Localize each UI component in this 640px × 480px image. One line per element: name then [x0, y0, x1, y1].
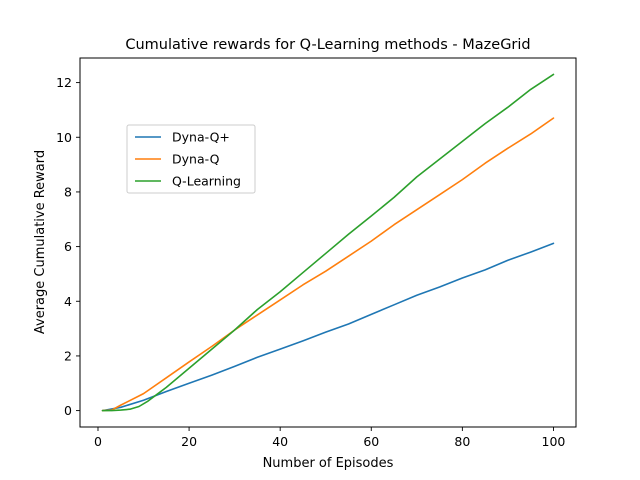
plot-frame: [79, 57, 577, 428]
legend-label: Dyna-Q+: [172, 130, 230, 145]
y-axis-label: Average Cumulative Reward: [33, 150, 48, 334]
x-tick-label: 20: [181, 434, 197, 449]
x-tick-label: 40: [272, 434, 288, 449]
legend-box: [126, 124, 256, 194]
x-tick-label: 0: [94, 434, 102, 449]
y-tick-label: 0: [64, 403, 72, 418]
series-line-dyna-q: [101, 117, 555, 412]
series-group: [101, 73, 555, 412]
y-tick-label: 4: [64, 294, 72, 309]
chart-title: Cumulative rewards for Q-Learning method…: [125, 37, 530, 53]
x-tick-label: 100: [542, 434, 566, 449]
y-tick-label: 12: [56, 75, 72, 90]
y-tick-label: 6: [64, 239, 72, 254]
series-line-q-learning: [101, 73, 555, 412]
legend-label: Q-Learning: [172, 174, 241, 189]
x-tick-label: 60: [363, 434, 379, 449]
series-line-dyna-qplus: [101, 242, 555, 412]
y-tick-label: 8: [64, 184, 72, 199]
y-tick-label: 10: [56, 130, 72, 145]
axis-ticks: 0 20 40 60 80 100 0 2 4 6 8 10 12: [56, 75, 565, 449]
legend-label: Dyna-Q: [172, 152, 220, 167]
x-axis-label: Number of Episodes: [263, 456, 394, 471]
legend: Dyna-Q+ Dyna-Q Q-Learning: [126, 124, 256, 194]
y-tick-label: 2: [64, 348, 72, 363]
x-tick-label: 80: [454, 434, 470, 449]
